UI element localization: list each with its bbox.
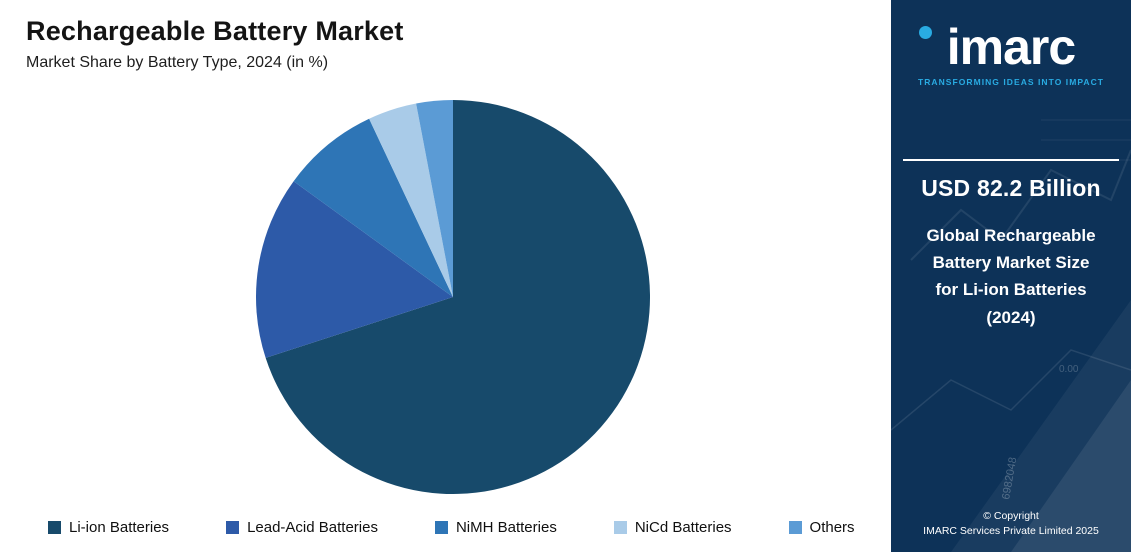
imarc-logo-dot-icon — [918, 26, 932, 39]
imarc-logo-text: imarc — [946, 19, 1076, 75]
stat-label-line: for Li-ion Batteries — [935, 280, 1087, 300]
stat-label-line: Battery Market Size — [932, 253, 1090, 273]
legend-swatch — [226, 521, 240, 534]
legend-swatch — [434, 521, 448, 534]
panel-decor-number: 6982048 — [1000, 456, 1019, 500]
pie-slice-lead-acid-batteries — [255, 180, 453, 358]
imarc-tagline: TRANSFORMING IDEAS INTO IMPACT — [917, 77, 1105, 87]
panel-decor-tick: 0.00 — [1059, 364, 1079, 375]
pie-chart — [255, 99, 650, 494]
stat-label: Global Rechargeable Battery Market Size … — [903, 222, 1119, 331]
pie-slice-others — [415, 99, 453, 297]
legend-swatch — [613, 521, 627, 534]
pie-chart-area — [0, 72, 891, 519]
legend-item-nicd: NiCd Batteries — [613, 519, 732, 536]
legend-label: Lead-Acid Batteries — [247, 519, 378, 536]
pie-slice-nicd-batteries — [368, 102, 453, 297]
pie-slice-li-ion-batteries — [265, 99, 650, 494]
pie-slice-nimh-batteries — [293, 118, 453, 297]
stat-label-line: Global Rechargeable — [926, 226, 1096, 245]
legend-item-lead-acid: Lead-Acid Batteries — [226, 519, 378, 536]
legend-label: NiCd Batteries — [634, 519, 732, 536]
stat-label-line: (2024) — [986, 307, 1036, 327]
legend-swatch — [788, 521, 802, 534]
chart-header: Rechargeable Battery Market Market Share… — [0, 0, 891, 72]
info-panel: 0.00 6982048 imarc TRANSFORMING IDEAS IN… — [891, 0, 1131, 552]
legend-label: Li-ion Batteries — [69, 519, 170, 536]
imarc-logo: imarc TRANSFORMING IDEAS INTO IMPACT — [918, 22, 1104, 87]
market-stat: USD 82.2 Billion Global Rechargeable Bat… — [903, 159, 1119, 331]
stat-value: USD 82.2 Billion — [921, 175, 1101, 201]
page-title: Rechargeable Battery Market — [26, 16, 404, 46]
legend-label: Others — [809, 519, 855, 536]
legend-item-nimh: NiMH Batteries — [434, 519, 557, 536]
copyright: © Copyright IMARC Services Private Limit… — [923, 509, 1099, 541]
chart-section: Rechargeable Battery Market Market Share… — [0, 0, 891, 552]
chart-legend: Li-ion Batteries Lead-Acid Batteries NiM… — [0, 519, 891, 552]
chart-subtitle: Market Share by Battery Type, 2024 (in %… — [26, 54, 329, 71]
legend-label: NiMH Batteries — [455, 519, 557, 536]
legend-item-li-ion: Li-ion Batteries — [48, 519, 169, 536]
legend-swatch — [48, 521, 61, 534]
copyright-line: © Copyright — [983, 509, 1039, 522]
legend-item-others: Others — [788, 519, 855, 536]
copyright-line: IMARC Services Private Limited 2025 — [923, 525, 1099, 538]
